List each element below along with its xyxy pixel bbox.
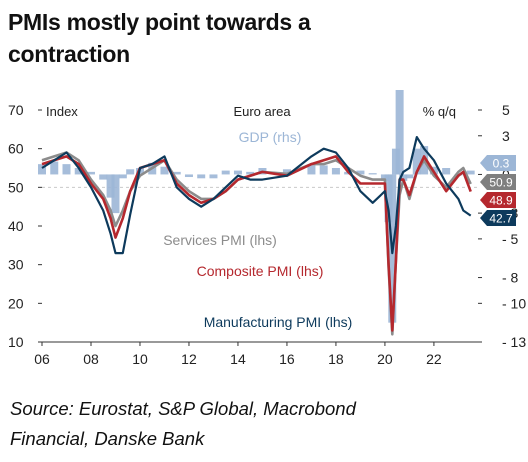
x-tick-label: 16 [279, 351, 295, 367]
x-tick-label: 18 [328, 351, 344, 367]
gdp-bar [50, 161, 59, 175]
x-tick-label: 08 [83, 351, 99, 367]
x-tick-label: 12 [181, 351, 197, 367]
gdp-bar [111, 174, 120, 214]
composite-pmi-line [41, 155, 472, 332]
gdp-bar [405, 174, 414, 179]
source-line-2: Financial, Danske Bank [10, 428, 205, 449]
left-axis-label: Index [46, 104, 78, 119]
services-end-value: 50.9 [489, 176, 513, 190]
manufacturing-pmi-line [41, 135, 472, 255]
right-tick-label: - 8 [502, 270, 519, 286]
gdp-bar [160, 166, 169, 175]
x-tick-label: 22 [426, 351, 442, 367]
gdp-bar [86, 171, 95, 175]
manufacturing-end-value: 42.7 [489, 212, 513, 226]
composite-end-tag [480, 192, 516, 208]
gdp-bar [62, 164, 71, 175]
right-axis-label: % q/q [423, 104, 456, 119]
gdp-bar [197, 174, 206, 179]
services-end-tag [480, 174, 516, 190]
left-tick-label: 10 [8, 334, 24, 350]
gdp-series-label: GDP (rhs) [239, 129, 302, 145]
gdp-bar [221, 170, 230, 175]
source-note: Source: Eurostat, S&P Global, Macrobond … [10, 394, 520, 454]
gdp-bar [246, 171, 255, 175]
x-tick-label: 14 [230, 351, 246, 367]
gdp-bar [99, 174, 108, 180]
right-tick-label: 5 [502, 102, 510, 118]
gdp-bar [172, 171, 181, 175]
left-tick-label: 30 [8, 257, 24, 273]
gdp-end-value: 0.3 [493, 157, 510, 171]
manufacturing-end-tag [480, 210, 516, 226]
chart-subtitle: Euro area [233, 104, 291, 119]
gdp-bar [395, 90, 404, 175]
gdp-end-tag [480, 155, 516, 171]
right-tick-label: - 13 [502, 334, 526, 350]
gdp-bar [331, 168, 340, 175]
x-tick-label: 06 [34, 351, 50, 367]
gdp-bar [442, 168, 451, 175]
left-tick-label: 20 [8, 295, 24, 311]
gdp-bar [106, 174, 115, 198]
gdp-bar [184, 174, 193, 178]
gdp-bar [233, 170, 242, 175]
gdp-bar [209, 174, 218, 179]
gdp-bar [38, 164, 46, 175]
gdp-bar [307, 165, 316, 175]
composite-series-label: Composite PMI (lhs) [197, 263, 324, 279]
x-tick-label: 10 [132, 351, 148, 367]
gdp-bar [356, 170, 365, 175]
manufacturing-series-label: Manufacturing PMI (lhs) [204, 314, 353, 330]
right-tick-label: - 10 [502, 295, 526, 311]
gdp-bar [126, 169, 135, 175]
gdp-bar [412, 148, 421, 175]
services-series-label: Services PMI (lhs) [163, 232, 277, 248]
chart-title-line-1: PMIs mostly point towards a [8, 9, 311, 35]
composite-end-value: 48.9 [489, 194, 513, 208]
gdp-bar [118, 174, 127, 179]
gdp-bar [466, 170, 475, 175]
gdp-bar [399, 174, 408, 181]
chart-title: PMIs mostly point towards a contraction [8, 6, 518, 70]
source-line-1: Source: Eurostat, S&P Global, Macrobond [10, 398, 356, 419]
right-tick-label: - 5 [502, 231, 519, 247]
chart-title-line-2: contraction [8, 41, 130, 67]
left-tick-label: 50 [8, 179, 24, 195]
left-tick-label: 60 [8, 141, 24, 157]
gdp-bar [74, 168, 83, 175]
gdp-bar [282, 169, 291, 175]
gdp-bar [368, 173, 377, 175]
left-tick-label: 70 [8, 102, 24, 118]
right-tick-label: 3 [502, 128, 510, 144]
pmi-gdp-chart: 70605040302010530- 3- 5- 8- 10- 13060810… [8, 90, 526, 367]
left-tick-label: 40 [8, 218, 24, 234]
x-tick-label: 20 [377, 351, 393, 367]
gdp-bar [319, 165, 328, 175]
